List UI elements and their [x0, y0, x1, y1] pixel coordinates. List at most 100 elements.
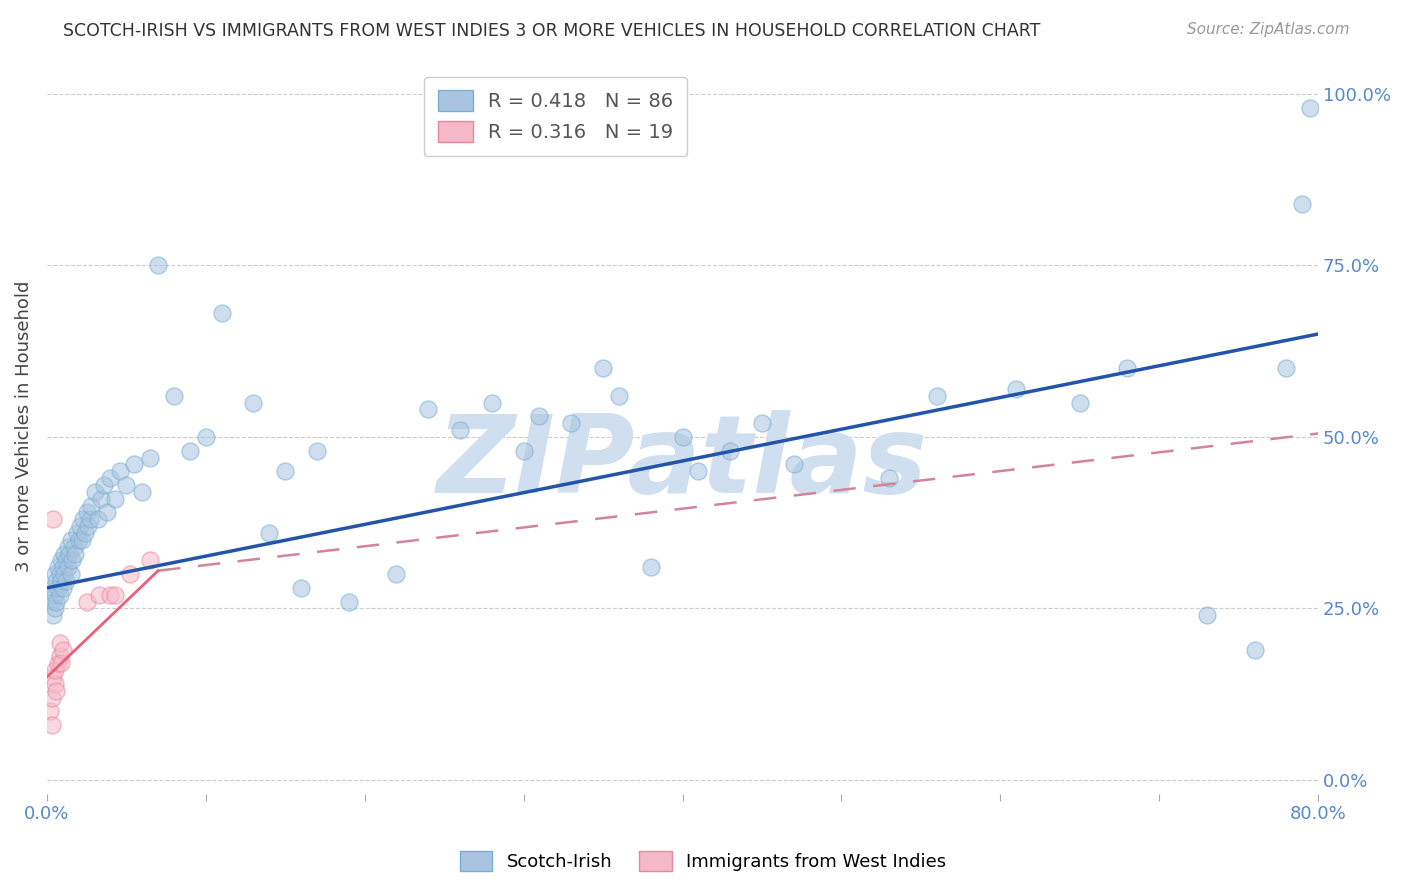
Point: [163, 389, 186, 403]
Point: [194, 430, 217, 444]
Point: [418, 402, 440, 417]
Point: [53, 567, 76, 582]
Point: [42, 581, 65, 595]
Point: [51, 657, 73, 671]
Point: [718, 443, 741, 458]
Point: [592, 361, 614, 376]
Point: [70, 533, 93, 547]
Point: [46, 581, 69, 595]
Point: [108, 464, 131, 478]
Point: [139, 450, 162, 465]
Point: [242, 395, 264, 409]
Point: [65, 547, 87, 561]
Point: [87, 512, 110, 526]
Point: [41, 690, 63, 705]
Point: [89, 588, 111, 602]
Point: [385, 567, 408, 582]
Point: [104, 588, 127, 602]
Point: [481, 395, 503, 409]
Point: [93, 478, 115, 492]
Point: [53, 547, 76, 561]
Point: [274, 464, 297, 478]
Point: [46, 657, 69, 671]
Legend: R = 0.418   N = 86, R = 0.316   N = 19: R = 0.418 N = 86, R = 0.316 N = 19: [425, 77, 688, 156]
Legend: Scotch-Irish, Immigrants from West Indies: Scotch-Irish, Immigrants from West Indie…: [453, 844, 953, 879]
Point: [449, 423, 471, 437]
Point: [42, 512, 65, 526]
Point: [45, 683, 67, 698]
Point: [179, 443, 201, 458]
Point: [56, 560, 79, 574]
Point: [104, 491, 127, 506]
Point: [48, 588, 70, 602]
Point: [55, 574, 77, 588]
Point: [41, 594, 63, 608]
Point: [79, 512, 101, 526]
Point: [751, 416, 773, 430]
Point: [1195, 608, 1218, 623]
Point: [877, 471, 900, 485]
Point: [48, 567, 70, 582]
Point: [44, 588, 66, 602]
Point: [76, 594, 98, 608]
Point: [51, 574, 73, 588]
Point: [52, 581, 75, 595]
Point: [59, 567, 82, 582]
Point: [42, 608, 65, 623]
Point: [1005, 382, 1028, 396]
Text: SCOTCH-IRISH VS IMMIGRANTS FROM WEST INDIES 3 OR MORE VEHICLES IN HOUSEHOLD CORR: SCOTCH-IRISH VS IMMIGRANTS FROM WEST IND…: [63, 22, 1040, 40]
Point: [66, 526, 89, 541]
Point: [77, 519, 100, 533]
Point: [56, 540, 79, 554]
Point: [41, 718, 63, 732]
Point: [512, 443, 534, 458]
Point: [55, 553, 77, 567]
Point: [259, 526, 281, 541]
Point: [1275, 361, 1298, 376]
Point: [44, 601, 66, 615]
Point: [52, 642, 75, 657]
Point: [90, 491, 112, 506]
Point: [51, 553, 73, 567]
Point: [100, 471, 122, 485]
Point: [58, 547, 80, 561]
Text: ZIPatlas: ZIPatlas: [437, 410, 928, 516]
Point: [67, 533, 90, 547]
Point: [1299, 101, 1322, 115]
Point: [1116, 361, 1139, 376]
Point: [76, 505, 98, 519]
Point: [640, 560, 662, 574]
Point: [783, 458, 806, 472]
Point: [59, 533, 82, 547]
Point: [73, 526, 96, 541]
Point: [671, 430, 693, 444]
Point: [118, 567, 141, 582]
Point: [44, 663, 66, 677]
Point: [146, 259, 169, 273]
Point: [131, 484, 153, 499]
Point: [60, 553, 83, 567]
Point: [100, 588, 122, 602]
Point: [83, 484, 105, 499]
Point: [44, 567, 66, 582]
Text: Source: ZipAtlas.com: Source: ZipAtlas.com: [1187, 22, 1350, 37]
Point: [688, 464, 710, 478]
Point: [69, 519, 91, 533]
Point: [48, 649, 70, 664]
Point: [63, 540, 86, 554]
Point: [72, 512, 94, 526]
Point: [52, 560, 75, 574]
Point: [560, 416, 582, 430]
Point: [124, 458, 146, 472]
Point: [529, 409, 551, 424]
Point: [46, 560, 69, 574]
Point: [139, 553, 162, 567]
Point: [607, 389, 630, 403]
Point: [45, 574, 67, 588]
Point: [48, 636, 70, 650]
Point: [42, 670, 65, 684]
Point: [44, 677, 66, 691]
Point: [45, 594, 67, 608]
Point: [211, 306, 233, 320]
Point: [925, 389, 948, 403]
